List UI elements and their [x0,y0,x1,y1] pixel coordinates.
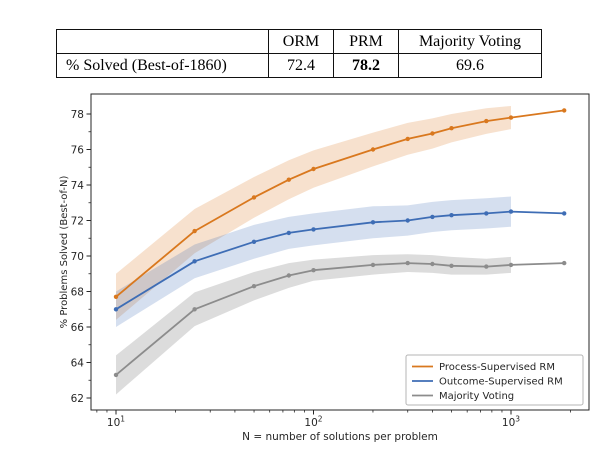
y-tick-label: 66 [71,322,85,334]
series-majority-voting [113,260,567,378]
legend-label-majority-voting: Majority Voting [439,391,514,402]
y-tick-label: 70 [71,251,84,263]
data-point-outcome-supervised-rm-n400 [430,214,435,220]
data-point-majority-voting-n750 [484,264,489,269]
data-point-process-supervised-rm-n300 [405,136,410,142]
data-point-outcome-supervised-rm-n10 [113,307,119,312]
legend-box [405,354,584,406]
row-label-cell: % Solved (Best-of-1860) [56,53,269,78]
data-point-outcome-supervised-rm-n750 [484,211,489,216]
y-tick-label: 72 [71,215,84,227]
y-axis-label: % Problems Solved (Best-of-N) [59,176,70,329]
data-point-outcome-supervised-rm-n100 [311,227,316,232]
y-axis: 62 64 66 68 70 72 74 76 78 % Problems Solved (Bes… [59,109,91,405]
data-point-majority-voting-n25 [192,307,197,312]
majority-voting-value-cell: 69.6 [398,53,542,78]
data-point-outcome-supervised-rm-n1000 [508,209,514,214]
legend: Process-Supervised RM Outcome-Supervised … [405,354,584,406]
data-point-process-supervised-rm-n1860 [562,108,567,113]
data-point-process-supervised-rm-n100 [311,166,316,172]
series-line-outcome-supervised-rm [115,210,565,311]
data-point-outcome-supervised-rm-n500 [449,213,454,218]
data-point-process-supervised-rm-n50 [251,195,257,200]
y-tick-label: 64 [71,357,85,369]
data-point-majority-voting-n300 [405,260,410,266]
data-point-process-supervised-rm-n10 [113,294,119,299]
table-header-row: ORM PRM Majority Voting [56,29,542,54]
y-tick-label: 68 [71,286,84,298]
series-line-process-supervised-rm [115,109,565,298]
data-point-outcome-supervised-rm-n25 [192,259,197,264]
data-point-majority-voting-n50 [251,284,257,289]
prm-value-cell: 78.2 [333,53,399,78]
data-point-majority-voting-n400 [430,261,435,267]
data-point-process-supervised-rm-n1000 [508,115,514,120]
confidence-band-process-supervised-rm [116,106,511,320]
x-tick-label: 101 [107,415,125,430]
data-point-process-supervised-rm-n75 [286,177,291,182]
y-tick-label: 62 [71,393,84,405]
column-header-orm: ORM [268,29,334,54]
data-point-majority-voting-n100 [311,268,316,273]
data-point-process-supervised-rm-n750 [484,118,489,124]
data-point-majority-voting-n1860 [562,260,567,266]
y-tick-label: 74 [71,180,85,192]
data-point-process-supervised-rm-n25 [192,228,197,234]
x-tick-label: 103 [502,415,520,430]
data-point-majority-voting-n200 [370,262,376,268]
data-point-process-supervised-rm-n200 [370,147,376,152]
series-outcome-supervised-rm [113,209,567,312]
x-axis: 101 102 103 N = number of solutions per pro… [96,410,571,443]
orm-value-cell: 72.4 [268,53,334,78]
y-tick-label: 78 [71,109,84,121]
data-point-outcome-supervised-rm-n300 [405,218,410,223]
series-line-majority-voting [115,262,565,376]
results-table: ORM PRM Majority Voting % Solved (Best-o… [56,29,542,78]
plot-border [90,93,590,411]
series-process-supervised-rm [113,108,567,299]
data-point-outcome-supervised-rm-n200 [370,220,376,225]
data-point-outcome-supervised-rm-n75 [286,230,291,236]
data-point-majority-voting-n75 [286,273,291,278]
confidence-band-outcome-supervised-rm [116,196,511,327]
legend-label-process-supervised-rm: Process-Supervised RM [439,362,555,373]
x-tick-label: 102 [304,415,322,430]
table-data-row: % Solved (Best-of-1860) 72.4 78.2 69.6 [56,53,542,78]
legend-label-outcome-supervised-rm: Outcome-Supervised RM [439,377,563,388]
data-point-process-supervised-rm-n500 [449,126,454,131]
column-header-prm: PRM [333,29,399,54]
data-point-outcome-supervised-rm-n1860 [562,211,567,216]
x-axis-label: N = number of solutions per problem [242,431,438,443]
data-point-majority-voting-n10 [113,372,119,378]
column-header-majority-voting: Majority Voting [398,29,542,54]
confidence-band-majority-voting [116,254,511,395]
data-point-majority-voting-n1000 [508,262,514,268]
y-tick-label: 76 [71,144,85,156]
data-point-majority-voting-n500 [449,263,454,268]
corner-cell [56,29,269,54]
data-point-process-supervised-rm-n400 [430,131,435,136]
data-point-outcome-supervised-rm-n50 [251,239,257,244]
